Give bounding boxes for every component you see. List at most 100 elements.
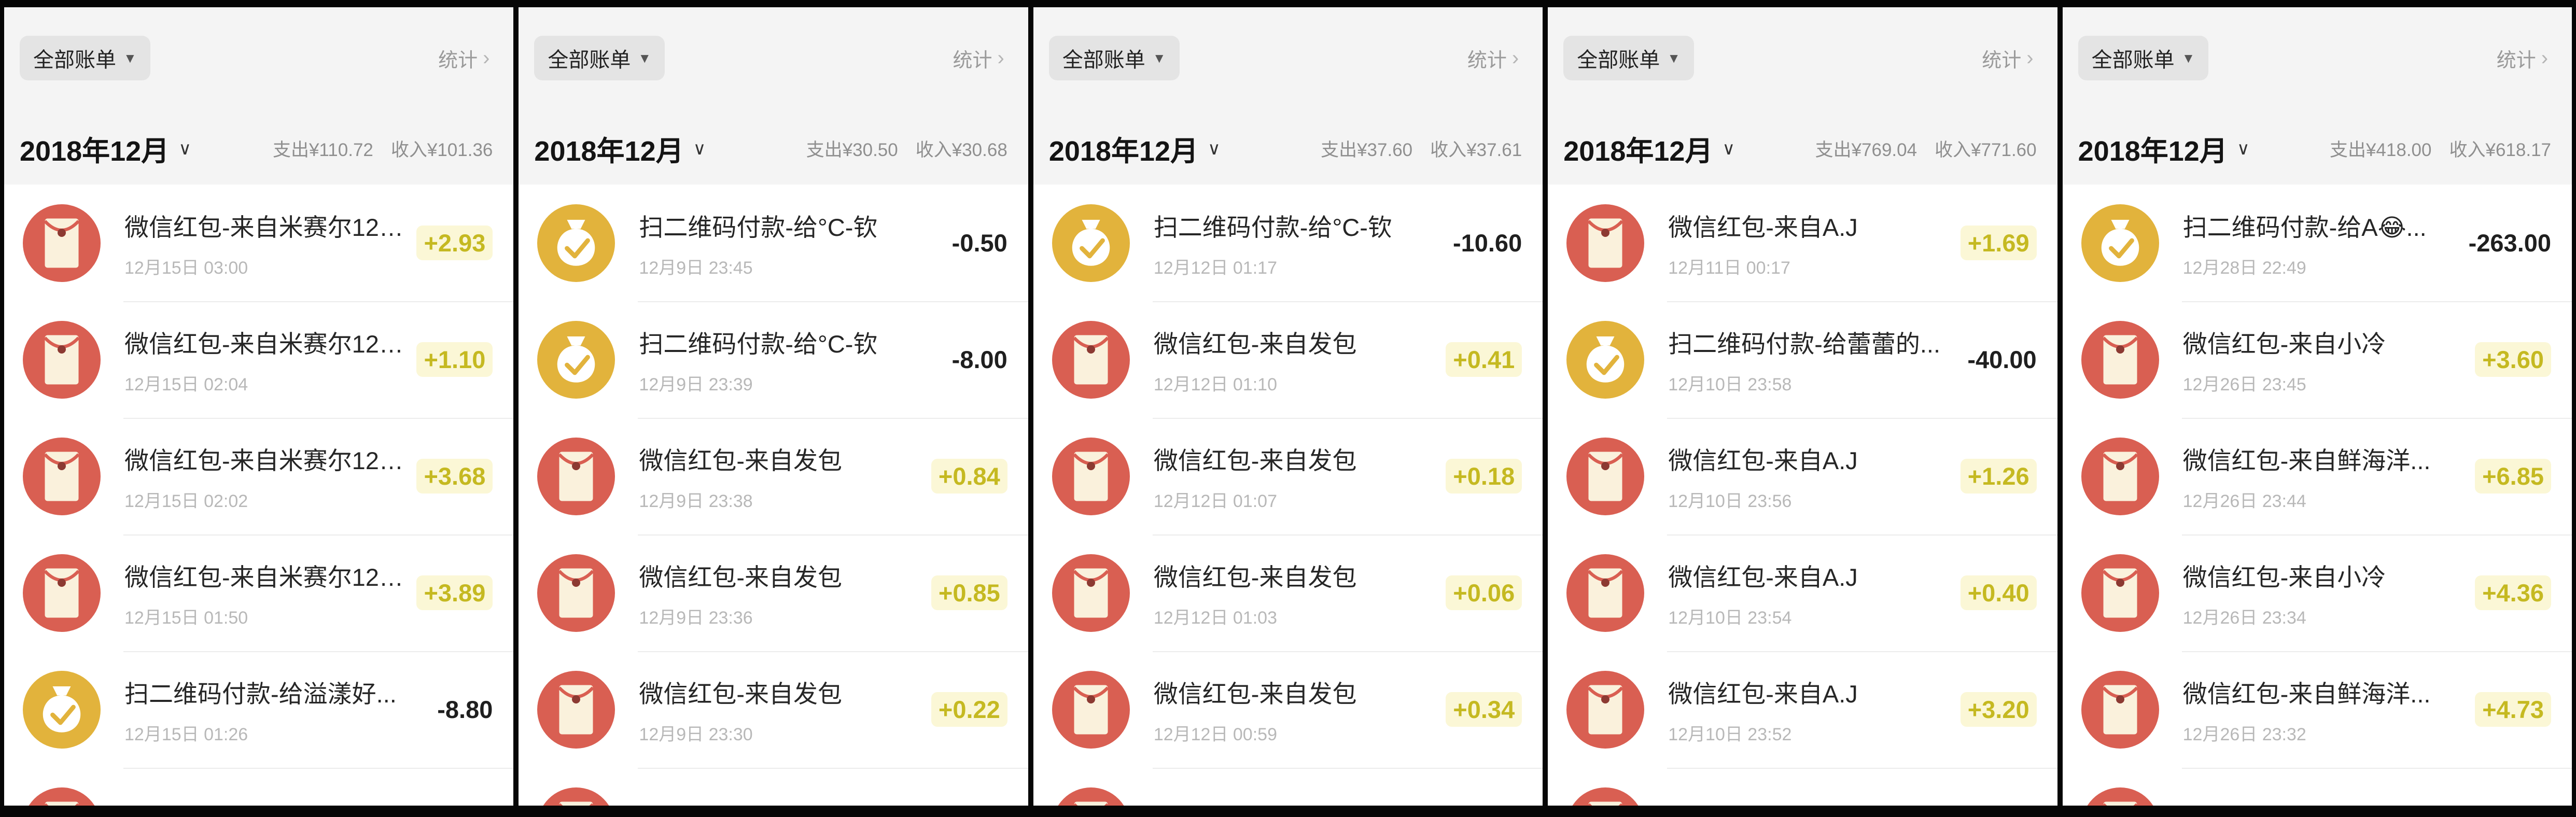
account-filter-label: 全部账单	[2091, 49, 2175, 72]
account-filter-label: 全部账单	[548, 49, 631, 72]
transaction-row[interactable]: 微信红包-来自A.J 12月10日 23:54 +0.40	[1548, 534, 2057, 651]
transaction-row[interactable]: 扫二维码付款-给°C-钦 12月9日 23:39 -8.00	[519, 301, 1028, 418]
transaction-time: 12月11日 00:17	[1668, 258, 1790, 278]
transaction-time: 12月10日 23:54	[1668, 608, 1792, 628]
statistics-link[interactable]: 统计 ›	[953, 44, 1004, 73]
month-totals: 支出¥30.50 收入¥30.68	[806, 135, 1007, 162]
statistics-link[interactable]: 统计 ›	[2497, 44, 2548, 73]
transaction-row[interactable]: 微信红包-来自米赛尔12-... 12月15日 03:00 +2.93	[4, 185, 514, 301]
transaction-row[interactable]: 微信红包-来自小冷 12月26日 23:45 +3.60	[2062, 301, 2572, 418]
transaction-row[interactable]: 微信红包-来自发包 +0.90	[1033, 768, 1543, 806]
statistics-link[interactable]: 统计 ›	[1467, 44, 1519, 73]
transaction-row[interactable]: 微信红包-来自发包 12月12日 01:07 +0.18	[1033, 418, 1543, 534]
transaction-time: 12月10日 23:58	[1668, 374, 1792, 395]
red-envelope-icon	[1566, 554, 1645, 632]
chevron-down-icon: ▼	[1667, 50, 1681, 66]
transaction-row[interactable]: 微信红包-来自A.J 12月10日 23:52 +3.20	[1548, 651, 2057, 768]
transaction-row[interactable]: 微信红包-来自米赛尔12-... 12月15日 01:50 +3.89	[4, 534, 514, 651]
chevron-right-icon: ›	[1511, 46, 1519, 69]
transaction-texts: 扫二维码付款-给A😂... 12月28日 22:49	[2183, 207, 2458, 279]
month-selector[interactable]: 2018年12月 ∨	[20, 128, 191, 169]
transaction-texts: 微信红包-来自发包 12月9日 23:30	[639, 674, 920, 745]
red-envelope-icon	[2081, 670, 2159, 749]
transaction-row[interactable]: 扫二维码付款-给溢漾好... 12月15日 01:26 -8.80	[4, 651, 514, 768]
transaction-texts: 微信红包-来自A.J 12月10日 23:52	[1668, 674, 1950, 745]
transaction-texts: 扫二维码付款-给°C-钦 12月9日 23:45	[639, 207, 941, 279]
month-selector[interactable]: 2018年12月 ∨	[534, 128, 706, 169]
transaction-title: 扫二维码付款-给°C-钦	[639, 213, 878, 241]
transaction-texts: 微信红包-来自A.J 12月10日 23:54	[1668, 557, 1950, 629]
expense-summary: 支出¥769.04	[1815, 140, 1917, 160]
transaction-title: 微信红包-来自发包	[639, 563, 843, 591]
transaction-row[interactable]: 微信红包-来自发包 12月9日 23:38 +0.84	[519, 418, 1028, 534]
red-envelope-icon	[537, 670, 615, 749]
transaction-time: 12月10日 23:56	[1668, 491, 1792, 511]
transaction-texts: 微信红包-来自米赛尔12-... 12月15日 01:50	[124, 557, 406, 629]
transaction-title: 微信红包-来自小冷	[2182, 330, 2386, 358]
transaction-texts: 微信红包-来自米赛尔12-... 12月15日 03:00	[124, 207, 406, 279]
transaction-row[interactable]: 微信红包-来自A.J 12月11日 00:17 +1.69	[1548, 185, 2057, 301]
transaction-row[interactable]: 扫二维码付款-给°C-钦 12月9日 23:45 -0.50	[519, 185, 1028, 301]
transaction-amount: +6.85	[2475, 459, 2552, 494]
transaction-row[interactable]: 微信红包-来自米赛尔12-... +5.17	[4, 768, 514, 806]
transaction-time: 12月12日 00:59	[1153, 724, 1277, 744]
chevron-down-icon: ∨	[693, 138, 706, 159]
transaction-row[interactable]: 微信红包-来自鲜海洋... 12月26日 23:32 +4.73	[2062, 651, 2572, 768]
transaction-amount: -10.60	[1452, 229, 1522, 257]
red-envelope-icon	[23, 554, 101, 632]
month-selector[interactable]: 2018年12月 ∨	[2078, 128, 2250, 169]
income-summary: 收入¥618.17	[2449, 140, 2552, 160]
transaction-time: 12月26日 23:32	[2182, 724, 2306, 744]
transaction-row[interactable]: 微信红包-来自A.J +3.14	[1548, 768, 2057, 806]
bill-topbar: 全部账单 ▼ 统计 ›	[2063, 7, 2572, 80]
red-envelope-icon	[1052, 437, 1130, 515]
transaction-list: 微信红包-来自A.J 12月11日 00:17 +1.69 扫二维码付款-给蕾蕾…	[1548, 185, 2057, 806]
month-label: 2018年12月	[1048, 136, 1199, 167]
account-filter-dropdown[interactable]: 全部账单 ▼	[2078, 36, 2209, 80]
transaction-row[interactable]: 扫二维码付款-给A😂... 12月28日 22:49 -263.00	[2062, 185, 2572, 301]
chevron-down-icon: ∨	[1208, 138, 1221, 159]
statistics-link[interactable]: 统计 ›	[438, 44, 489, 73]
month-totals: 支出¥418.00 收入¥618.17	[2330, 135, 2551, 162]
month-selector[interactable]: 2018年12月 ∨	[1563, 128, 1735, 169]
transaction-row[interactable]: 微信红包-来自发包 12月12日 01:10 +0.41	[1033, 301, 1543, 418]
transaction-amount: +3.20	[1960, 692, 2037, 727]
account-filter-dropdown[interactable]: 全部账单 ▼	[534, 36, 665, 80]
transaction-title: 扫二维码付款-给°C-钦	[1153, 213, 1392, 241]
transaction-title: 微信红包-来自A.J	[1668, 446, 1858, 474]
transaction-title: 微信红包-来自发包	[639, 446, 843, 474]
transaction-title: 微信红包-来自发包	[1153, 680, 1357, 708]
transaction-texts: 微信红包-来自米赛尔12-...	[124, 803, 406, 806]
transaction-row[interactable]: 扫二维码付款-给°C-钦 12月12日 01:17 -10.60	[1033, 185, 1543, 301]
account-filter-dropdown[interactable]: 全部账单 ▼	[1048, 36, 1180, 80]
money-bag-icon	[23, 670, 101, 749]
statistics-link[interactable]: 统计 ›	[1982, 44, 2033, 73]
transaction-time: 12月12日 01:03	[1153, 608, 1277, 628]
transaction-texts: 扫二维码付款-给溢漾好... 12月15日 01:26	[124, 674, 427, 745]
month-selector[interactable]: 2018年12月 ∨	[1049, 128, 1221, 169]
transaction-row[interactable]: 微信红包-来自鲜海洋... +1.18	[2062, 768, 2572, 806]
transaction-row[interactable]: 微信红包-来自鲜海洋... 12月26日 23:44 +6.85	[2062, 418, 2572, 534]
transaction-row[interactable]: 微信红包-来自发包 12月9日 23:30 +0.22	[519, 651, 1028, 768]
transaction-row[interactable]: 扫二维码付款-给蕾蕾的... 12月10日 23:58 -40.00	[1548, 301, 2057, 418]
bill-page: 全部账单 ▼ 统计 › 2018年12月 ∨ 支出¥30.50 收入¥30.68	[519, 7, 1028, 806]
transaction-row[interactable]: 微信红包-来自米赛尔12-... 12月15日 02:02 +3.68	[4, 418, 514, 534]
transaction-title: 微信红包-来自A.J	[1668, 563, 1858, 591]
transaction-row[interactable]: 微信红包-来自发包 12月12日 00:59 +0.34	[1033, 651, 1543, 768]
transaction-amount: +1.69	[1960, 226, 2037, 260]
transaction-title: 扫二维码付款-给°C-钦	[639, 330, 878, 358]
transaction-row[interactable]: 微信红包-来自小冷 12月26日 23:34 +4.36	[2062, 534, 2572, 651]
transaction-row[interactable]: 微信红包-来自发包 +0.43	[519, 768, 1028, 806]
transaction-time: 12月12日 01:10	[1153, 374, 1277, 395]
transaction-row[interactable]: 微信红包-来自发包 12月9日 23:36 +0.85	[519, 534, 1028, 651]
month-summary-row: 2018年12月 ∨ 支出¥30.50 收入¥30.68	[519, 80, 1028, 185]
transaction-row[interactable]: 微信红包-来自米赛尔12-... 12月15日 02:04 +1.10	[4, 301, 514, 418]
transaction-texts: 微信红包-来自发包 12月9日 23:38	[639, 441, 920, 512]
account-filter-dropdown[interactable]: 全部账单 ▼	[1563, 36, 1694, 80]
transaction-row[interactable]: 微信红包-来自A.J 12月10日 23:56 +1.26	[1548, 418, 2057, 534]
account-filter-dropdown[interactable]: 全部账单 ▼	[20, 36, 150, 80]
transaction-row[interactable]: 微信红包-来自发包 12月12日 01:03 +0.06	[1033, 534, 1543, 651]
chevron-right-icon: ›	[997, 46, 1004, 69]
red-envelope-icon	[1052, 320, 1130, 399]
transaction-amount: +0.41	[1446, 342, 1522, 377]
